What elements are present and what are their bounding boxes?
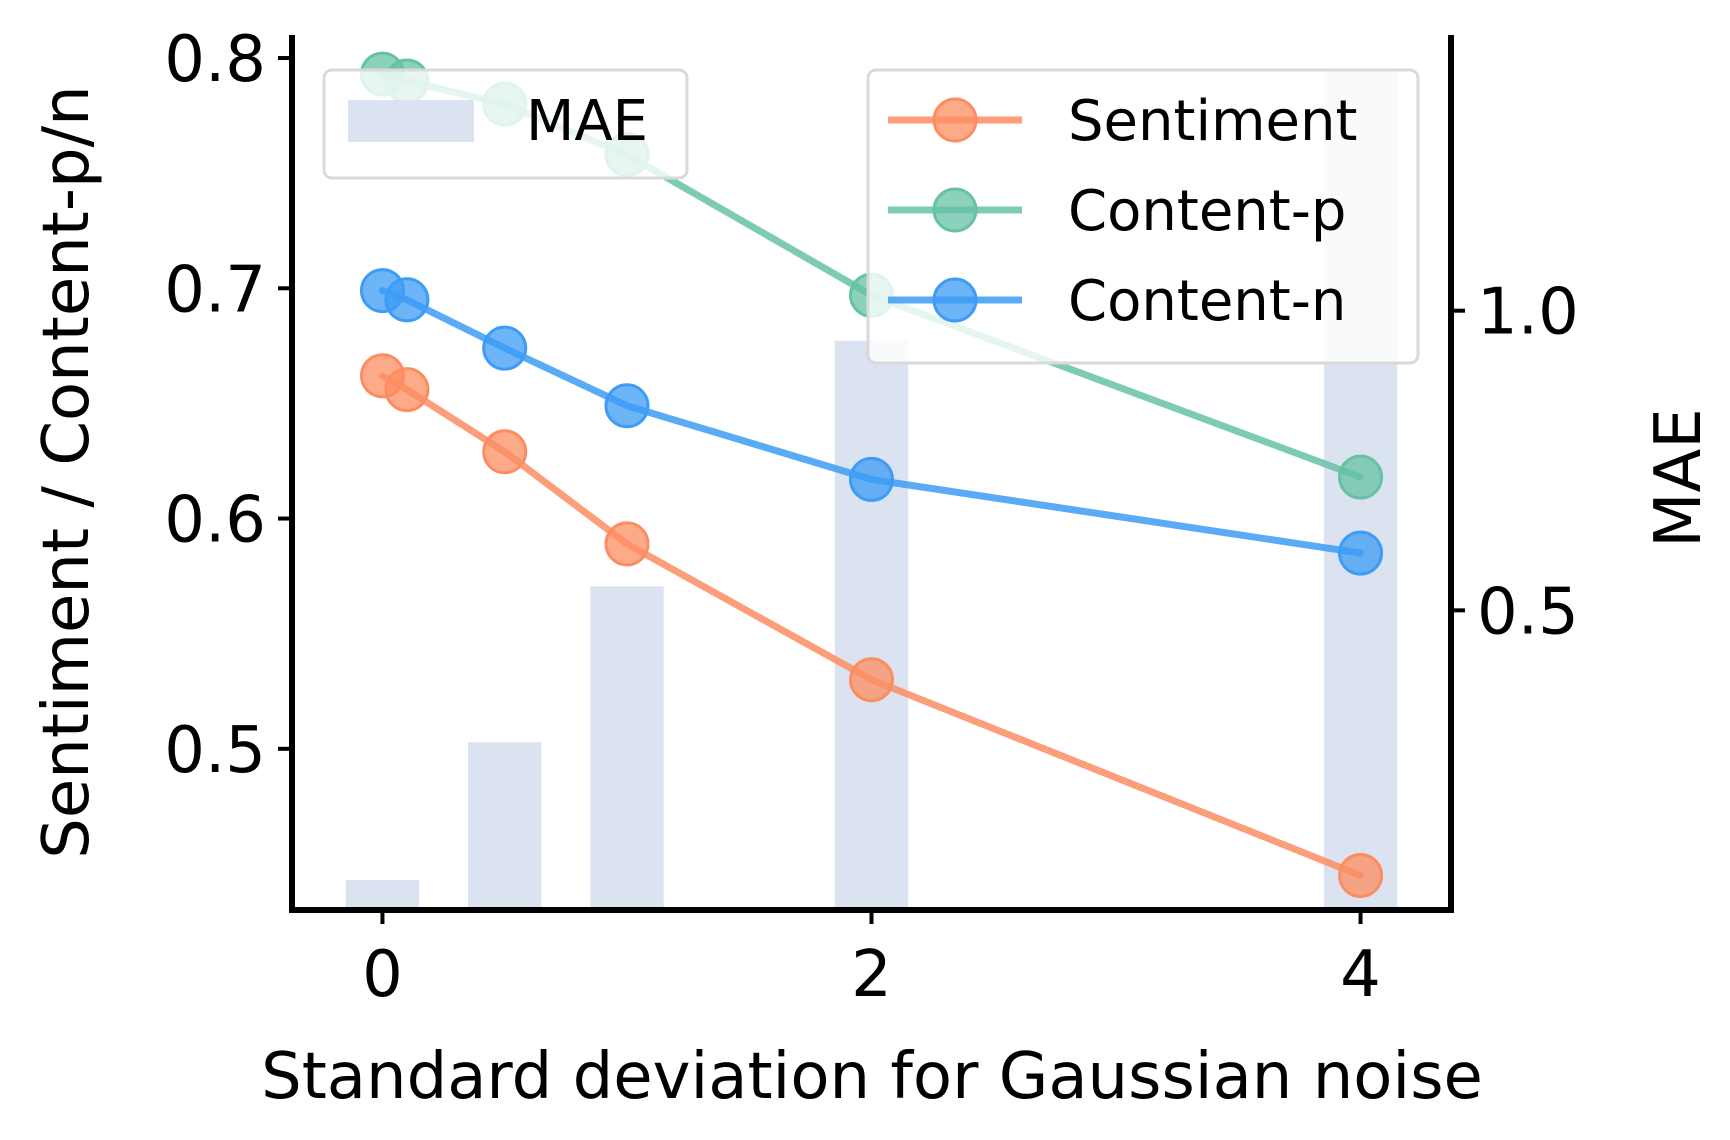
legend-item-sentiment: Sentiment (888, 89, 1357, 154)
legend-swatch-mae (348, 100, 474, 142)
legend-marker-content-n (932, 277, 978, 323)
x-tick-label: 2 (851, 938, 892, 1012)
data-point-content-n (849, 456, 894, 502)
y-tick-label-left: 0.8 (164, 23, 266, 97)
series-content-n (359, 268, 1384, 576)
y-axis-title-left: Sentiment / Content-p/n (30, 85, 104, 858)
ticks: 0 2 4 0.5 0.6 0.7 0.8 0.5 1.0 (164, 23, 1579, 1012)
legend-label-content-p: Content-p (1068, 179, 1346, 244)
data-point-content-n (482, 325, 528, 371)
data-point-content-p (1338, 454, 1384, 500)
data-point-content-n (604, 383, 650, 429)
x-tick-label: 0 (362, 938, 403, 1012)
data-point-sentiment (1338, 852, 1384, 898)
data-point-sentiment (849, 657, 894, 703)
mae-bar (590, 586, 664, 910)
mae-bar (468, 742, 542, 910)
y-tick-label-left: 0.6 (164, 484, 266, 558)
mae-bar (834, 340, 909, 910)
y-axis-title-right: MAE (1642, 408, 1716, 547)
legend-series: Sentiment Content-p Content-n (866, 68, 1420, 365)
series-sentiment (359, 353, 1384, 898)
legend-marker-sentiment (932, 97, 978, 143)
mae-bar (345, 880, 420, 910)
x-axis-title: Standard deviation for Gaussian noise (261, 1040, 1483, 1114)
legend-frame-mae (322, 68, 689, 180)
data-point-content-n (1338, 530, 1384, 576)
y-tick-label-left: 0.5 (164, 714, 266, 788)
legend-label-sentiment: Sentiment (1068, 89, 1357, 154)
y-tick-label-left: 0.7 (164, 253, 266, 327)
legend-frame-series (866, 68, 1420, 365)
x-tick-label: 4 (1340, 938, 1381, 1012)
y-tick-label-right: 1.0 (1477, 276, 1579, 350)
y-tick-label-right: 0.5 (1477, 575, 1579, 649)
legend-mae: MAE (322, 68, 689, 180)
legend-item-content-n: Content-n (888, 269, 1346, 334)
legend-marker-content-p (932, 187, 978, 233)
data-point-content-n (384, 277, 430, 323)
legend-label-mae: MAE (526, 89, 648, 154)
data-point-sentiment (384, 367, 430, 413)
data-point-sentiment (482, 429, 528, 475)
legend-item-content-p: Content-p (888, 179, 1346, 244)
data-point-sentiment (604, 521, 650, 567)
legend-label-content-n: Content-n (1068, 269, 1346, 334)
